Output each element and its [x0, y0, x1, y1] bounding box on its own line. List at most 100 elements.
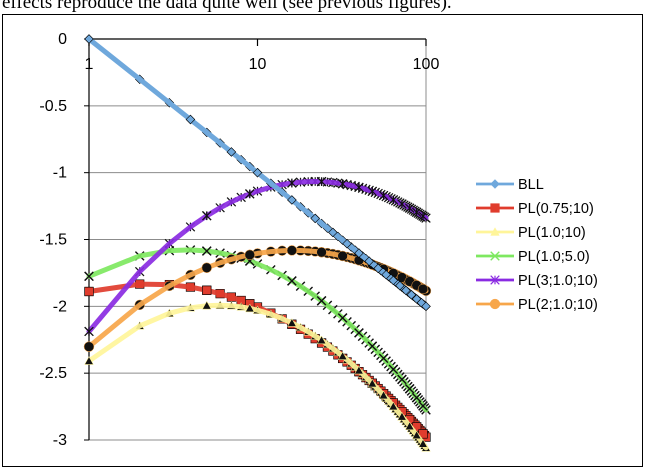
- x-tick-label: 1: [85, 56, 94, 73]
- data-point: [245, 303, 255, 313]
- data-point: [201, 262, 212, 273]
- x-tick-label: 100: [413, 56, 440, 73]
- legend-label: PL(3;1.0;10): [518, 273, 598, 289]
- data-point: [490, 179, 500, 189]
- data-point: [411, 430, 422, 439]
- data-point: [406, 290, 417, 300]
- data-point: [367, 341, 378, 352]
- data-point: [337, 179, 348, 189]
- marker-stroke: [287, 276, 297, 286]
- data-point: [373, 263, 383, 274]
- data-point: [404, 421, 415, 430]
- y-tick-label: -1: [53, 165, 67, 182]
- data-point: [367, 186, 378, 197]
- chart-frame: [2, 14, 643, 467]
- data-point: [364, 256, 374, 266]
- caption-text: effects reproduce the data quite well (s…: [2, 0, 452, 13]
- y-tick-label: -2.5: [39, 365, 67, 382]
- data-point: [287, 318, 297, 327]
- data-point: [490, 203, 500, 213]
- legend-label: PL(0.75;10): [518, 201, 594, 217]
- legend-item: PL(1.0;10): [476, 225, 586, 241]
- data-point: [490, 227, 500, 236]
- data-point: [404, 203, 415, 213]
- data-point: [418, 211, 428, 221]
- data-point: [310, 213, 320, 224]
- data-point: [489, 298, 501, 310]
- series-PL(2;1.0;10): [83, 245, 432, 352]
- data-point: [244, 249, 255, 260]
- series-PL(3;1.0;10): [84, 176, 431, 337]
- data-point: [337, 250, 348, 262]
- data-point: [342, 238, 352, 249]
- legend-item: PL(2;1.0;10): [476, 297, 598, 313]
- marker-stroke: [367, 341, 378, 352]
- data-point: [226, 147, 237, 157]
- legend: BLL PL(0.75;10) PL(1.0;10) PL(1.0;5.0) PL(3;…: [476, 177, 598, 313]
- marker-stroke: [388, 364, 399, 375]
- axes: 0 -0.5 -1 -1.5 -2 -2.5 -3 1 10 100: [39, 31, 439, 449]
- data-point: [354, 248, 364, 258]
- data-point: [202, 285, 212, 295]
- data-point: [328, 227, 338, 238]
- data-point: [287, 178, 297, 188]
- data-point: [388, 401, 399, 411]
- legend-label: PL(1.0;10): [518, 225, 586, 241]
- data-point: [395, 280, 405, 291]
- marker-stroke: [490, 251, 500, 261]
- legend-item: PL(0.75;10): [476, 201, 594, 217]
- legend-item: BLL: [476, 177, 544, 193]
- data-point: [316, 176, 327, 187]
- data-point: [84, 286, 94, 297]
- data-point: [287, 276, 297, 286]
- data-point: [316, 335, 327, 345]
- marker-stroke: [316, 296, 327, 306]
- y-tick-label: 0: [58, 31, 67, 48]
- y-tick-label: -0.5: [39, 98, 67, 115]
- data-point: [316, 296, 327, 306]
- data-point: [337, 351, 348, 360]
- x-tick-label: 10: [249, 56, 267, 73]
- series-layer: [83, 34, 432, 452]
- data-point: [378, 353, 389, 364]
- data-point: [388, 275, 399, 286]
- marker-stroke: [404, 384, 415, 394]
- data-point: [84, 34, 94, 44]
- data-point: [354, 328, 364, 338]
- marker-stroke: [397, 374, 407, 385]
- caption-fragment: effects reproduce the data quite well (s…: [0, 0, 647, 16]
- data-point: [185, 114, 196, 125]
- y-tick-label: -1.5: [39, 232, 67, 249]
- data-point: [287, 195, 297, 205]
- legend-label: BLL: [518, 177, 544, 193]
- data-point: [286, 245, 298, 256]
- data-point: [83, 341, 95, 352]
- data-point: [401, 285, 411, 296]
- data-point: [378, 390, 389, 400]
- data-point: [490, 251, 500, 261]
- legend-label: PL(2;1.0;10): [518, 297, 598, 313]
- data-point: [84, 326, 94, 337]
- y-tick-label: -3: [53, 432, 67, 449]
- data-point: [381, 269, 391, 280]
- data-point: [421, 301, 431, 312]
- data-point: [411, 392, 422, 403]
- series-PL(1.0;5.0): [84, 245, 431, 415]
- marker-stroke: [337, 313, 348, 323]
- data-point: [202, 211, 212, 221]
- data-point: [417, 283, 429, 295]
- data-point: [201, 246, 212, 256]
- data-point: [388, 364, 399, 375]
- data-point: [354, 182, 364, 193]
- marker-stroke: [378, 353, 389, 364]
- data-point: [397, 411, 407, 421]
- data-point: [367, 378, 378, 388]
- data-point: [397, 199, 407, 209]
- data-point: [84, 271, 94, 282]
- data-point: [411, 207, 422, 217]
- data-point: [354, 365, 364, 375]
- legend-label: PL(1.0;5.0): [518, 249, 590, 265]
- data-point: [84, 356, 94, 365]
- data-point: [252, 167, 263, 178]
